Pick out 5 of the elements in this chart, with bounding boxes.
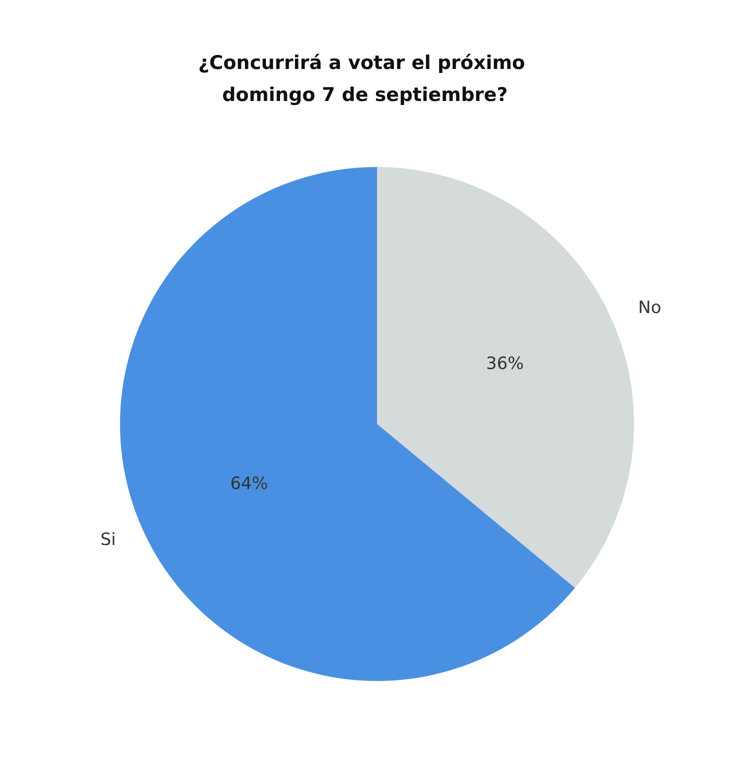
data-label: 64% <box>230 474 268 494</box>
data-label: 36% <box>486 354 524 374</box>
chart-title: ¿Concurrirá a votar el próximo domingo 7 de septiembre? <box>198 52 532 106</box>
slice-label: Si <box>100 530 116 550</box>
slice-label: No <box>638 298 662 318</box>
